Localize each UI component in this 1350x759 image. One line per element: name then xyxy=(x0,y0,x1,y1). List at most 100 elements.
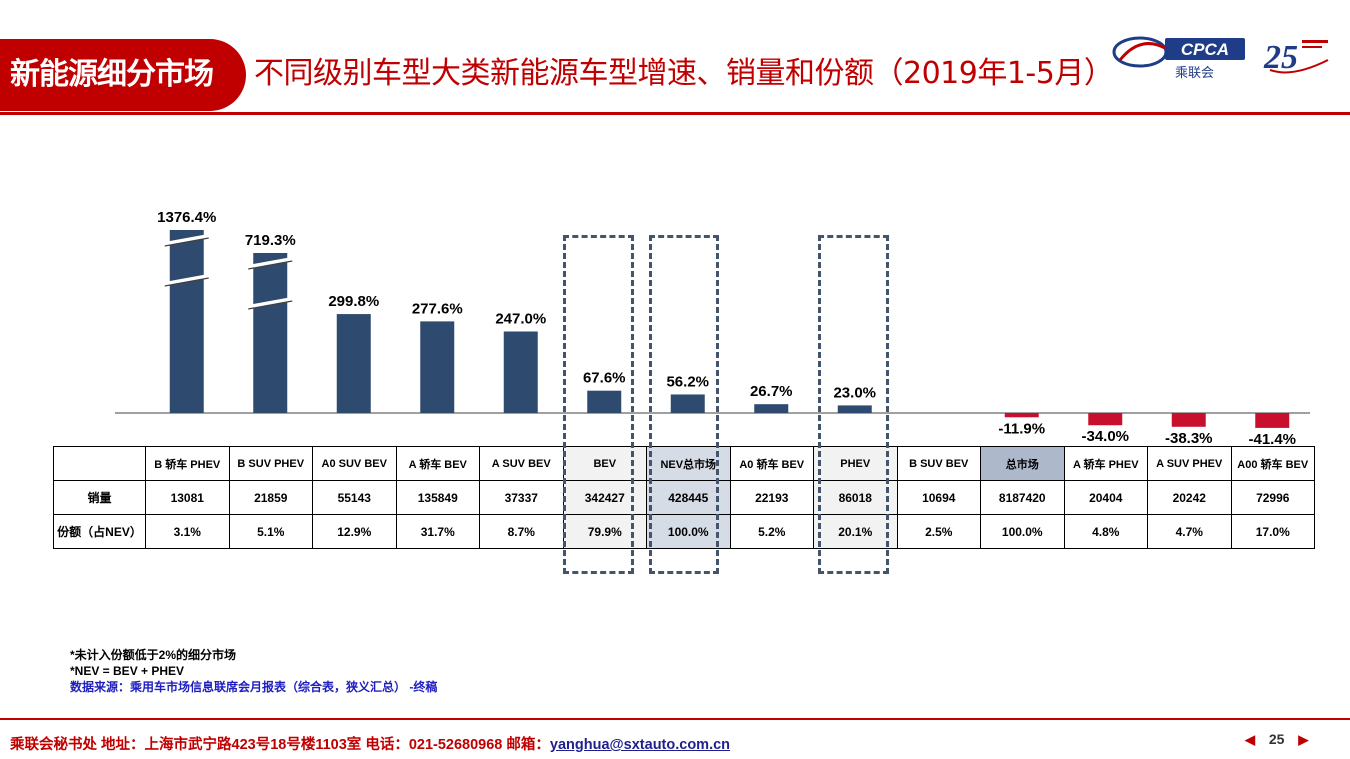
bar-data-label: 719.3% xyxy=(245,232,296,249)
table-cell-share: 5.1% xyxy=(228,514,313,549)
next-slide-icon[interactable]: ▶ xyxy=(1298,732,1309,747)
bar-data-label: -34.0% xyxy=(1081,428,1129,445)
prev-slide-icon[interactable]: ◀ xyxy=(1245,732,1255,747)
section-tag-label: 新能源细分市场 xyxy=(10,57,214,92)
page-number: 25 xyxy=(1268,731,1285,747)
row-label-share: 份额（占NEV） xyxy=(53,514,146,549)
table-header-cell: 总市场 xyxy=(980,446,1065,481)
table-header-cell: A SUV BEV xyxy=(479,446,564,481)
footer-contact-text: 乘联会秘书处 地址：上海市武宁路423号18号楼1103室 电话：021-526… xyxy=(10,737,550,753)
bar-data-label: 277.6% xyxy=(412,300,463,317)
table-cell-share: 5.2% xyxy=(729,514,814,549)
bar-data-label: 26.7% xyxy=(750,383,793,400)
bar-data-label: -41.4% xyxy=(1248,431,1296,448)
bar xyxy=(336,314,371,413)
bar xyxy=(1088,413,1123,426)
bar xyxy=(1004,413,1039,418)
table-header-cell: B SUV BEV xyxy=(896,446,981,481)
svg-text:CPCA: CPCA xyxy=(1181,40,1229,59)
axis-break-mark xyxy=(164,274,210,286)
bar xyxy=(1255,413,1290,428)
table-corner-cell xyxy=(53,446,146,481)
bar-data-label: -38.3% xyxy=(1165,430,1213,447)
svg-text:25: 25 xyxy=(1263,39,1298,76)
cpca-logo-subtext: 乘联会 xyxy=(1175,66,1215,81)
bar xyxy=(169,230,204,413)
growth-bar-chart: 1376.4% 719.3% 299.8% 277.6% 247.0% 67.6% 56.2… xyxy=(115,209,1310,448)
section-tag: 新能源细分市场 xyxy=(0,39,246,111)
slide-title: 不同级别车型大类新能源车型增速、销量和份额（2019年1-5月） xyxy=(254,56,1114,91)
table-cell-sales: 135849 xyxy=(395,480,480,515)
footer-email-link[interactable]: yanghua@sxtauto.com.cn xyxy=(549,737,731,753)
table-cell-sales: 20242 xyxy=(1147,480,1232,515)
axis-break-mark xyxy=(247,297,293,309)
footnote-nev-definition: *NEV = BEV + PHEV xyxy=(70,664,185,678)
table-cell-share: 12.9% xyxy=(312,514,397,549)
bar-data-label: 23.0% xyxy=(833,384,876,401)
bar xyxy=(587,390,622,413)
row-label-sales: 销量 xyxy=(53,480,146,515)
table-cell-sales: 72996 xyxy=(1230,480,1315,515)
bar xyxy=(1171,413,1206,427)
slide-pager: ◀ 25 ▶ xyxy=(1245,731,1308,748)
bar xyxy=(754,404,789,413)
footnote-min-share: *未计入份额低于2%的细分市场 xyxy=(70,648,237,662)
table-header-cell: A00 轿车 BEV xyxy=(1230,446,1315,481)
axis-break-mark xyxy=(164,234,210,246)
bar xyxy=(837,405,872,413)
table-header-cell: PHEV xyxy=(813,446,898,481)
axis-break-mark xyxy=(164,237,209,247)
table-cell-sales: 20404 xyxy=(1063,480,1148,515)
bar xyxy=(503,331,538,413)
table-header-cell: A0 轿车 BEV xyxy=(729,446,814,481)
table-cell-share: 100.0% xyxy=(980,514,1065,549)
axis-break-mark xyxy=(248,300,293,310)
table-cell-sales: 13081 xyxy=(145,480,230,515)
data-source-note: 数据来源：乘用车市场信息联席会月报表（综合表，狭义汇总） -终稿 xyxy=(70,680,438,694)
axis-break-mark xyxy=(248,260,293,270)
axis-break-mark xyxy=(247,257,293,269)
table-cell-share: 4.7% xyxy=(1147,514,1232,549)
table-cell-share: 31.7% xyxy=(395,514,480,549)
footer-divider xyxy=(0,718,1350,720)
bar xyxy=(253,253,288,413)
slide-header: 新能源细分市场 不同级别车型大类新能源车型增速、销量和份额（2019年1-5月）… xyxy=(0,0,1350,116)
sales-share-table: B 轿车 PHEV B SUV PHEV A0 SUV BEV A 轿车 BEV A S… xyxy=(53,446,1315,549)
highlight-box-bev xyxy=(563,235,634,574)
table-header-cell: A 轿车 PHEV xyxy=(1063,446,1148,481)
table-cell-share: 20.1% xyxy=(813,514,898,549)
table-cell-share: 4.8% xyxy=(1063,514,1148,549)
highlight-box-nev-total xyxy=(649,235,719,574)
bar xyxy=(420,321,455,413)
footer-contact: 乘联会秘书处 地址：上海市武宁路423号18号楼1103室 电话：021-526… xyxy=(10,733,730,754)
table-cell-share: 8.7% xyxy=(479,514,564,549)
table-cell-sales: 10694 xyxy=(896,480,981,515)
table-cell-share: 17.0% xyxy=(1230,514,1315,549)
table-header-cell: A0 SUV BEV xyxy=(312,446,397,481)
table-cell-sales: 22193 xyxy=(729,480,814,515)
table-cell-share: 3.1% xyxy=(145,514,230,549)
bar-data-label: 56.2% xyxy=(666,373,709,390)
bar-data-label: -11.9% xyxy=(998,420,1045,437)
header-divider xyxy=(0,112,1350,115)
bar xyxy=(670,394,705,413)
table-cell-sales: 21859 xyxy=(228,480,313,515)
table-cell-sales: 8187420 xyxy=(980,480,1065,515)
table-cell-sales: 37337 xyxy=(479,480,564,515)
highlight-box-phev xyxy=(818,235,889,574)
table-header-cell: A SUV PHEV xyxy=(1147,446,1232,481)
table-cell-share: 2.5% xyxy=(896,514,981,549)
table-header-cell: B SUV PHEV xyxy=(228,446,313,481)
table-header-cell: B 轿车 PHEV xyxy=(145,446,230,481)
bar-data-label: 247.0% xyxy=(495,310,546,327)
axis-break-mark xyxy=(164,277,209,287)
footnotes: *未计入份额低于2%的细分市场 *NEV = BEV + PHEV 数据来源：乘… xyxy=(70,647,437,695)
anniversary-25-logo: 25 xyxy=(1263,39,1329,76)
table-header-cell: A 轿车 BEV xyxy=(395,446,480,481)
bar-data-label: 1376.4% xyxy=(157,209,216,226)
cpca-logo: CPCA xyxy=(1112,36,1245,68)
table-row-share: 份额（占NEV） 3.1% 5.1% 12.9% 31.7% 8.7% 79.9% 100.0… xyxy=(53,514,1315,549)
bar-data-label: 67.6% xyxy=(583,370,626,387)
bar-data-label: 299.8% xyxy=(328,293,379,310)
table-cell-sales: 55143 xyxy=(312,480,397,515)
